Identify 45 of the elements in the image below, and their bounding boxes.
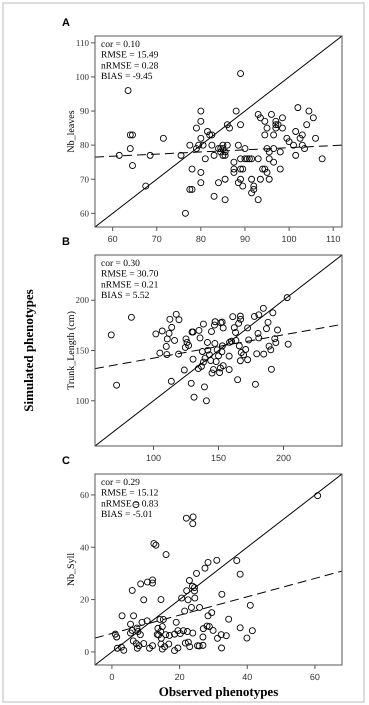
y-axis-title: Nb_Syll — [66, 552, 77, 586]
y-tick-label: 100 — [76, 72, 90, 82]
annotation: RMSE = 30.70 — [101, 270, 159, 280]
x-tick-label: 0 — [109, 672, 114, 682]
chart-title: A — [62, 17, 70, 29]
y-tick-label: 150 — [76, 346, 90, 356]
y-tick-label: 90 — [80, 106, 90, 116]
annotation: cor = 0.10 — [101, 40, 140, 50]
x-tick-label: 40 — [242, 672, 252, 682]
x-tick-label: 60 — [310, 672, 320, 682]
x-tick-label: 110 — [326, 234, 340, 244]
annotation: RMSE = 15.12 — [101, 488, 159, 499]
y-tick-label: 110 — [76, 38, 90, 48]
chart-title: B — [62, 236, 70, 248]
x-tick-label: 60 — [108, 234, 118, 244]
annotation: cor = 0.30 — [101, 259, 140, 269]
y-tick-label: 200 — [76, 295, 90, 306]
chart-title: C — [62, 455, 70, 467]
annotation: BIAS = -5.01 — [101, 510, 153, 520]
x-tick-label: 150 — [210, 453, 226, 463]
x-tick-label: 20 — [174, 672, 185, 682]
y-tick-label: 20 — [80, 594, 90, 605]
annotation: nRMSE = 0.28 — [101, 61, 159, 72]
x-tick-label: 100 — [282, 234, 297, 244]
y-axis-title: Nb_leaves — [66, 110, 77, 153]
x-tick-label: 100 — [146, 453, 162, 463]
x-tick-label: 200 — [276, 453, 292, 463]
y-tick-label: 100 — [76, 396, 90, 406]
x-tick-label: 80 — [196, 234, 206, 244]
y-tick-label: 80 — [80, 140, 90, 150]
annotation: BIAS = -9.45 — [101, 72, 153, 82]
annotation: BIAS = 5.52 — [101, 291, 150, 302]
text: Simulated phenotypes — [21, 289, 36, 412]
x-axis-title: Observed phenotypes — [158, 684, 278, 699]
y-tick-label: 40 — [80, 542, 90, 552]
x-tick-label: 90 — [240, 234, 250, 244]
y-axis-title: Trunk_Length (cm) — [66, 311, 77, 390]
y-tick-label: 0 — [84, 646, 90, 657]
y-tick-label: 60 — [80, 208, 90, 218]
y-tick-label: 60 — [80, 490, 90, 500]
annotation: RMSE = 15.49 — [101, 50, 159, 61]
y-tick-label: 70 — [80, 174, 90, 184]
annotation: nRMSE = 0.21 — [101, 280, 159, 290]
annotation: cor = 0.29 — [101, 478, 140, 488]
x-tick-label: 70 — [152, 234, 162, 244]
